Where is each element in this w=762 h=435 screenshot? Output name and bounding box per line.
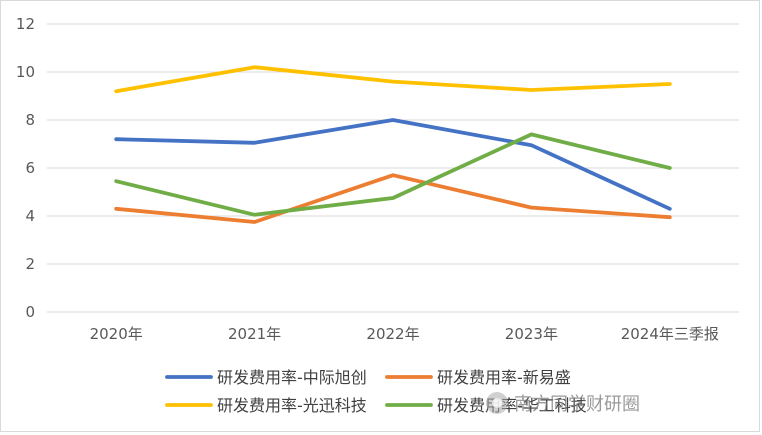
- x-tick-label: 2020年: [90, 325, 143, 343]
- y-axis-ticks: 0 2 4 6 8 10 12: [16, 15, 35, 321]
- x-axis-ticks: 2020年 2021年 2022年 2023年 2024年三季报: [90, 325, 719, 343]
- series-line-2: [114, 65, 672, 94]
- x-tick-label: 2022年: [366, 325, 419, 343]
- watermark: 南方同学财研圈: [486, 389, 640, 417]
- legend-label: 研发费用率-光迅科技: [217, 396, 367, 415]
- series-line-3: [114, 132, 672, 217]
- x-tick-label: 2023年: [505, 325, 558, 343]
- watermark-text: 南方同学财研圈: [514, 394, 640, 415]
- y-tick-label: 0: [25, 303, 35, 321]
- y-tick-label: 12: [16, 15, 35, 33]
- y-tick-label: 2: [25, 255, 35, 273]
- y-tick-label: 6: [25, 159, 35, 177]
- series-line-1: [114, 173, 672, 224]
- legend-label: 研发费用率-中际旭创: [217, 368, 367, 387]
- gridlines: [47, 23, 739, 313]
- y-tick-label: 4: [25, 207, 35, 225]
- series-line-0: [114, 118, 672, 211]
- y-tick-label: 10: [16, 63, 35, 81]
- y-tick-label: 8: [25, 111, 35, 129]
- legend-label: 研发费用率-新易盛: [437, 368, 571, 387]
- wechat-account-icon: [486, 392, 508, 414]
- x-tick-label: 2021年: [228, 325, 281, 343]
- x-tick-label: 2024年三季报: [621, 325, 719, 343]
- legend-label: 研发费用率-华工科技: [437, 396, 587, 415]
- series-lines: [114, 65, 672, 224]
